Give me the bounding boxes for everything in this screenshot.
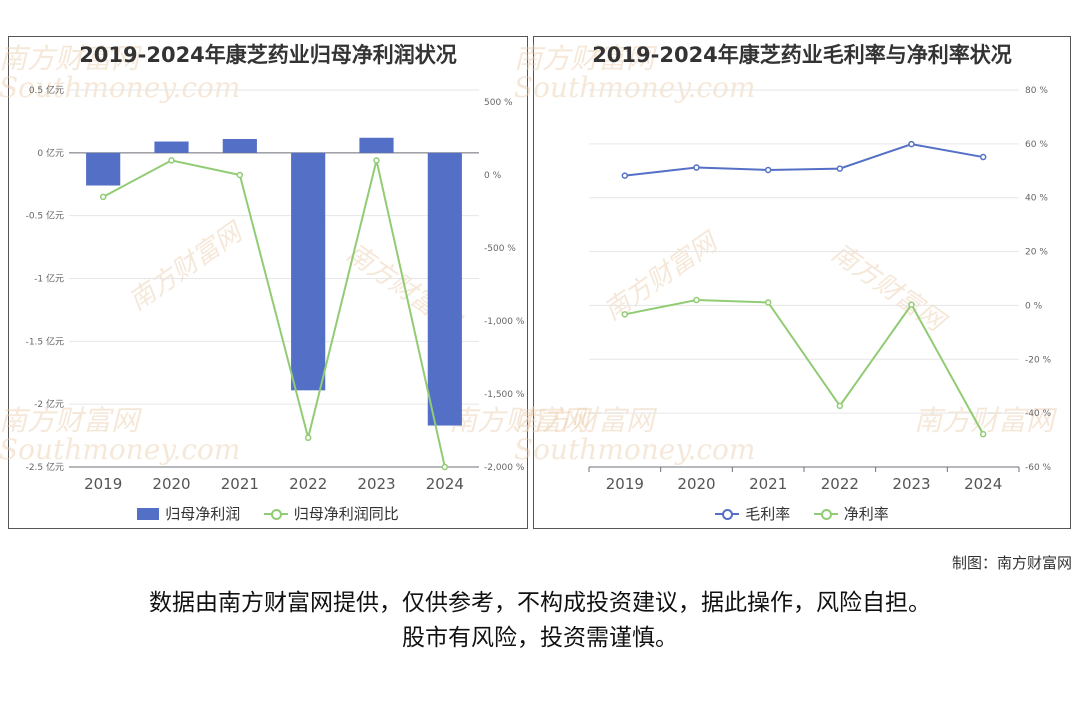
bar-net-profit <box>222 139 257 153</box>
point-gross-margin <box>836 165 844 172</box>
right-legend: 毛利率 净利率 <box>534 503 1070 524</box>
point-net-margin <box>908 301 915 308</box>
left-chart-title: 2019-2024年康芝药业归母净利润状况 <box>79 43 457 67</box>
legend-label-net-margin: 净利率 <box>843 505 889 523</box>
x-axis-tick-label: 2024 <box>426 475 464 493</box>
legend-label-net-profit: 归母净利润 <box>165 505 241 523</box>
disclaimer-line-2: 股市有风险，投资需谨慎。 <box>402 625 678 651</box>
x-axis-tick-label: 2019 <box>606 475 644 493</box>
right-axis-tick-label: 60 % <box>1025 140 1048 150</box>
left-axis-tick-label: -2.5 亿元 <box>26 461 64 473</box>
right-axis-tick-label: 500 % <box>484 98 513 108</box>
point-net-margin <box>836 402 844 410</box>
legend-line-swatch <box>715 508 740 520</box>
x-axis-tick-label: 2024 <box>964 475 1002 493</box>
x-axis-tick-label: 2021 <box>749 475 787 493</box>
bar-net-profit <box>86 152 121 186</box>
watermark-en: Southmoney.com <box>514 433 756 466</box>
line-net-margin <box>624 299 985 435</box>
point-gross-margin <box>621 172 629 179</box>
net-profit-chart-panel: 2019-2024年康芝药业归母净利润状况 南方财富网 Southmoney.c… <box>0 36 589 529</box>
left-legend: 归母净利润 归母净利润同比 <box>9 503 527 524</box>
point-gross-margin <box>764 166 772 174</box>
net-profit-chart: 0.5 亿元 0 亿元 -0.5 亿元 -1 亿元 -1.5 亿元 -2 亿元 -2.5 亿… <box>26 84 525 493</box>
right-axis-tick-label: 40 % <box>1025 194 1048 204</box>
bar-net-profit <box>427 152 462 426</box>
legend-label-yoy: 归母净利润同比 <box>293 505 399 523</box>
left-axis-tick-label: -1 亿元 <box>34 273 64 285</box>
watermark-cn: 南方财富网 <box>449 404 590 437</box>
watermark-en: Southmoney.com <box>0 71 241 104</box>
point-yoy <box>99 193 107 201</box>
left-axis-tick-label: -2 亿元 <box>34 398 64 410</box>
right-chart-title: 2019-2024年康芝药业毛利率与净利率状况 <box>592 43 1012 67</box>
legend-bar-swatch <box>137 507 160 520</box>
right-axis-tick-label: -40 % <box>1025 409 1052 419</box>
point-yoy <box>236 171 244 179</box>
bar-net-profit <box>154 141 189 153</box>
left-axis-tick-label: 0 亿元 <box>37 147 64 159</box>
point-net-margin <box>621 311 629 318</box>
point-gross-margin <box>979 153 987 161</box>
x-axis-tick-label: 2020 <box>677 475 715 493</box>
right-axis-tick-label: -1,500 % <box>484 390 525 400</box>
legend-label-gross-margin: 毛利率 <box>745 505 791 523</box>
right-axis-tick-label: -60 % <box>1025 463 1052 473</box>
right-axis-tick-label: -500 % <box>484 244 516 254</box>
legend-line-swatch <box>263 508 288 520</box>
chart-credit: 制图：南方财富网 <box>951 554 1072 572</box>
x-axis-tick-label: 2022 <box>289 475 327 493</box>
x-axis-tick-label: 2021 <box>221 475 259 493</box>
point-gross-margin <box>693 164 700 171</box>
bar-net-profit <box>291 152 326 391</box>
watermark-cn: 南方财富网 <box>514 404 655 437</box>
watermark-cn: 南方财富网 <box>0 42 140 75</box>
margin-chart: 80 % 60 % 40 % 20 % 0 % -20 % -40 % -60 % 2019 20… <box>588 86 1052 493</box>
right-axis-tick-label: 80 % <box>1025 86 1048 96</box>
margin-chart-panel: 2019-2024年康芝药业毛利率与净利率状况 南方财富网 Southmoney… <box>514 36 1071 529</box>
watermark-cn: 南方财富网 <box>0 404 140 437</box>
left-axis-tick-label: 0.5 亿元 <box>29 84 64 96</box>
disclaimer-line-1: 数据由南方财富网提供，仅供参考，不构成投资建议，据此操作，风险自担。 <box>149 590 931 616</box>
point-gross-margin <box>908 140 915 148</box>
point-yoy <box>441 463 449 471</box>
legend-line-swatch <box>813 508 838 520</box>
point-yoy <box>373 157 380 164</box>
right-axis-tick-label: 0 % <box>1025 301 1043 311</box>
point-net-margin <box>693 296 700 304</box>
right-axis-tick-label: 20 % <box>1025 248 1048 258</box>
right-axis-tick-label: -1,000 % <box>484 317 525 327</box>
point-net-margin <box>979 430 987 438</box>
x-axis-tick-label: 2022 <box>821 475 859 493</box>
right-axis-tick-label: -20 % <box>1025 355 1052 365</box>
watermark-en: Southmoney.com <box>514 71 756 104</box>
x-axis-tick-label: 2020 <box>152 475 190 493</box>
x-axis-tick-label: 2023 <box>357 475 395 493</box>
point-yoy <box>304 434 312 442</box>
bar-net-profit <box>359 137 394 153</box>
right-axis-tick-label: 0 % <box>484 171 502 181</box>
x-axis-tick-label: 2023 <box>892 475 930 493</box>
line-yoy <box>102 159 446 468</box>
line-gross-margin <box>624 143 984 177</box>
left-axis-tick-label: -0.5 亿元 <box>26 210 64 222</box>
watermark-en: Southmoney.com <box>0 433 241 466</box>
point-yoy <box>168 157 175 164</box>
watermark-cn: 南方财富网 <box>514 42 655 75</box>
point-net-margin <box>764 299 772 306</box>
right-axis-tick-label: -2,000 % <box>484 463 525 473</box>
left-axis-tick-label: -1.5 亿元 <box>26 335 64 347</box>
x-axis-tick-label: 2019 <box>84 475 122 493</box>
